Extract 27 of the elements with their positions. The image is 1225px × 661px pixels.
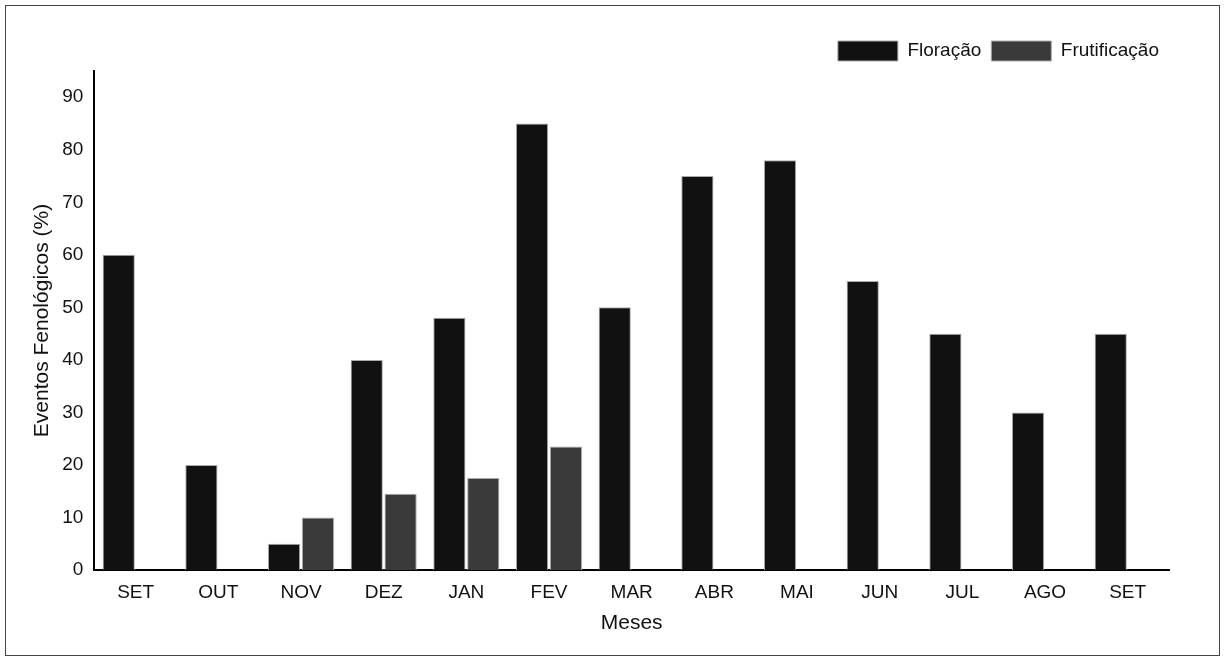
y-tick-label: 0	[72, 558, 84, 580]
x-tick-label: DEZ	[364, 580, 404, 602]
y-tick-label: 40	[62, 348, 84, 370]
y-tick-label: 90	[62, 85, 84, 107]
y-tick-label: 10	[62, 505, 84, 527]
y-axis-title: Eventos Fenológicos (%)	[29, 203, 53, 438]
x-tick-label: SET	[1109, 580, 1147, 602]
y-tick-label: 70	[62, 190, 84, 212]
y-tick-label: 30	[62, 400, 84, 422]
x-tick-label: JAN	[448, 580, 485, 602]
y-tick-label: 80	[62, 138, 84, 160]
x-tick-label: NOV	[280, 580, 322, 602]
y-tick-label: 20	[62, 453, 84, 475]
x-tick-label: OUT	[198, 580, 239, 602]
x-tick-label: MAI	[780, 580, 814, 602]
legend-label: Floração	[907, 39, 982, 61]
y-tick-label: 50	[62, 295, 84, 317]
legend-label: Frutificação	[1060, 39, 1159, 61]
x-tick-label: MAR	[610, 580, 653, 602]
x-tick-label: AGO	[1023, 580, 1067, 602]
x-axis-title: Meses	[600, 610, 663, 634]
x-tick-label: JUN	[861, 580, 899, 602]
x-tick-label: SET	[117, 580, 155, 602]
x-tick-label: ABR	[694, 580, 734, 602]
y-tick-label: 60	[62, 243, 84, 265]
x-tick-label: JUL	[945, 580, 980, 602]
x-tick-label: FEV	[530, 580, 568, 602]
